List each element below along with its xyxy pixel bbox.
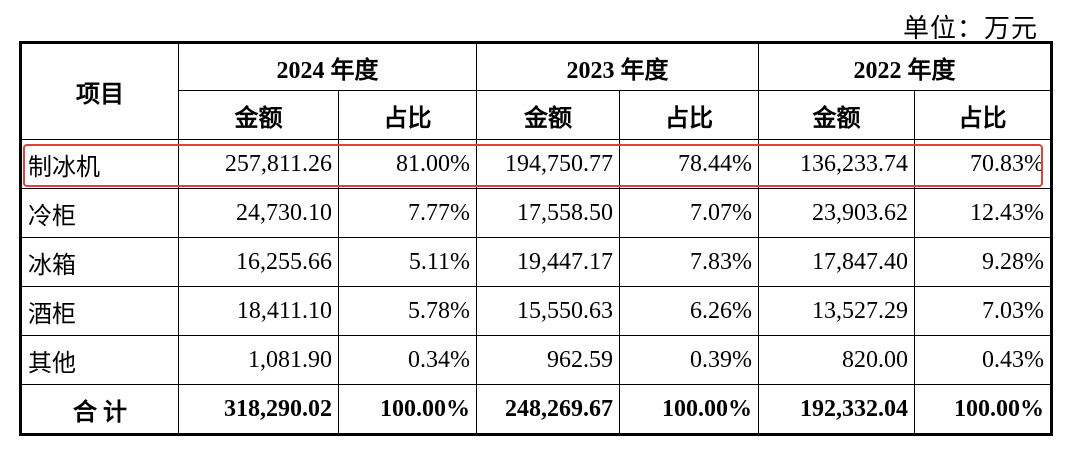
amount-cell: 820.00 bbox=[758, 335, 915, 385]
ratio-cell: 6.26% bbox=[619, 286, 759, 336]
ratio-cell: 9.28% bbox=[914, 237, 1052, 287]
ratio-cell: 7.03% bbox=[914, 286, 1052, 336]
ratio-cell: 5.11% bbox=[338, 237, 477, 287]
ratio-cell: 7.77% bbox=[338, 188, 477, 238]
item-column-header: 项目 bbox=[20, 42, 179, 140]
ratio-header: 占比 bbox=[914, 90, 1052, 140]
year-header-2022: 2022 年度 bbox=[758, 42, 1052, 91]
ratio-cell: 7.83% bbox=[619, 237, 759, 287]
row-label: 冰箱 bbox=[20, 237, 179, 287]
amount-cell: 16,255.66 bbox=[178, 237, 339, 287]
revenue-by-product-table: 项目 2024 年度 2023 年度 2022 年度 金额 占比 金额 占比 金… bbox=[19, 41, 1053, 436]
amount-header: 金额 bbox=[476, 90, 620, 140]
ratio-cell: 70.83% bbox=[914, 139, 1052, 189]
table-row: 冷柜 24,730.10 7.77% 17,558.50 7.07% 23,90… bbox=[20, 188, 1052, 238]
total-ratio-cell: 100.00% bbox=[619, 384, 759, 435]
amount-cell: 17,558.50 bbox=[476, 188, 620, 238]
ratio-header: 占比 bbox=[338, 90, 477, 140]
amount-cell: 18,411.10 bbox=[178, 286, 339, 336]
total-ratio-cell: 100.00% bbox=[338, 384, 477, 435]
amount-header: 金额 bbox=[758, 90, 915, 140]
table-row: 酒柜 18,411.10 5.78% 15,550.63 6.26% 13,52… bbox=[20, 286, 1052, 336]
table-row: 其他 1,081.90 0.34% 962.59 0.39% 820.00 0.… bbox=[20, 335, 1052, 385]
row-label: 冷柜 bbox=[20, 188, 179, 238]
total-ratio-cell: 100.00% bbox=[914, 384, 1052, 435]
amount-cell: 257,811.26 bbox=[178, 139, 339, 189]
amount-cell: 23,903.62 bbox=[758, 188, 915, 238]
ratio-cell: 12.43% bbox=[914, 188, 1052, 238]
amount-cell: 136,233.74 bbox=[758, 139, 915, 189]
year-header-2024: 2024 年度 bbox=[178, 42, 477, 91]
row-label: 其他 bbox=[20, 335, 179, 385]
total-amount-cell: 192,332.04 bbox=[758, 384, 915, 435]
amount-cell: 194,750.77 bbox=[476, 139, 620, 189]
total-amount-cell: 318,290.02 bbox=[178, 384, 339, 435]
row-label: 酒柜 bbox=[20, 286, 179, 336]
unit-label: 单位：万元 bbox=[902, 14, 1038, 43]
amount-cell: 19,447.17 bbox=[476, 237, 620, 287]
amount-cell: 15,550.63 bbox=[476, 286, 620, 336]
ratio-cell: 0.43% bbox=[914, 335, 1052, 385]
ratio-cell: 0.34% bbox=[338, 335, 477, 385]
ratio-header: 占比 bbox=[619, 90, 759, 140]
amount-cell: 962.59 bbox=[476, 335, 620, 385]
year-header-2023: 2023 年度 bbox=[476, 42, 759, 91]
table-row: 制冰机 257,811.26 81.00% 194,750.77 78.44% … bbox=[20, 139, 1052, 189]
ratio-cell: 81.00% bbox=[338, 139, 477, 189]
amount-cell: 17,847.40 bbox=[758, 237, 915, 287]
amount-cell: 1,081.90 bbox=[178, 335, 339, 385]
ratio-cell: 7.07% bbox=[619, 188, 759, 238]
amount-header: 金额 bbox=[178, 90, 339, 140]
table-row: 冰箱 16,255.66 5.11% 19,447.17 7.83% 17,84… bbox=[20, 237, 1052, 287]
total-row: 合 计 318,290.02 100.00% 248,269.67 100.00… bbox=[20, 384, 1052, 435]
ratio-cell: 78.44% bbox=[619, 139, 759, 189]
ratio-cell: 0.39% bbox=[619, 335, 759, 385]
total-amount-cell: 248,269.67 bbox=[476, 384, 620, 435]
total-label: 合 计 bbox=[20, 384, 179, 435]
amount-cell: 13,527.29 bbox=[758, 286, 915, 336]
amount-cell: 24,730.10 bbox=[178, 188, 339, 238]
ratio-cell: 5.78% bbox=[338, 286, 477, 336]
row-label: 制冰机 bbox=[20, 139, 179, 189]
